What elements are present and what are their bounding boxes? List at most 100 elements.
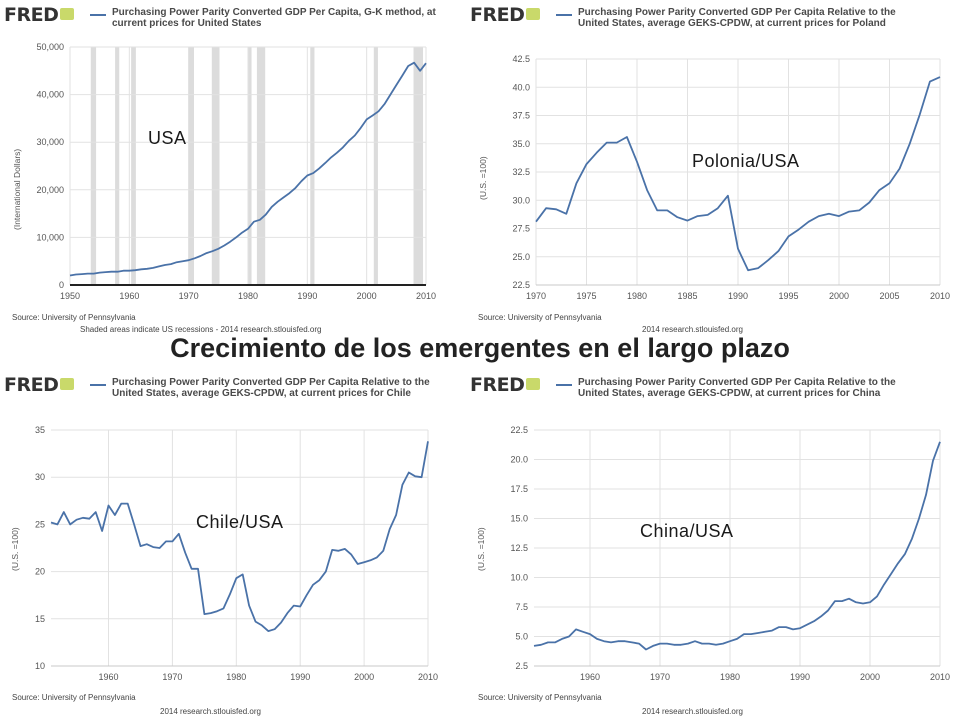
x-tick-label: 2010 bbox=[930, 672, 950, 682]
series-line bbox=[533, 441, 941, 651]
credit-note: Shaded areas indicate US recessions - 20… bbox=[80, 325, 322, 334]
y-tick-label: 15.0 bbox=[510, 514, 528, 524]
y-tick-label: 27.5 bbox=[512, 224, 530, 234]
x-tick-label: 2000 bbox=[357, 291, 377, 301]
y-tick-label: 40.0 bbox=[512, 82, 530, 92]
y-tick-label: 25 bbox=[35, 519, 45, 529]
y-tick-label: 7.5 bbox=[515, 602, 528, 612]
y-tick-label: 20 bbox=[35, 567, 45, 577]
page-title: Crecimiento de los emergentes en el larg… bbox=[170, 333, 790, 363]
x-tick-label: 2000 bbox=[829, 291, 849, 301]
chart-panel-china: 2.5 5.0 7.5 10.0 12.5 15.0 17.5 20.0 22.5 1960 197… bbox=[466, 370, 960, 720]
x-tick-label: 1950 bbox=[60, 291, 80, 301]
x-tick-label: 2010 bbox=[930, 291, 950, 301]
recession-band bbox=[310, 47, 315, 285]
y-tick-label: 0 bbox=[59, 280, 64, 290]
source-note: Source: University of Pennsylvania bbox=[12, 693, 136, 702]
x-tick-label: 1990 bbox=[790, 672, 810, 682]
y-tick-label: 25.0 bbox=[512, 252, 530, 262]
y-tick-label: 30,000 bbox=[36, 137, 64, 147]
x-tick-label: 1960 bbox=[98, 672, 118, 682]
y-tick-label: 50,000 bbox=[36, 42, 64, 52]
y-tick-label: 37.5 bbox=[512, 111, 530, 121]
x-tick-label: 2010 bbox=[418, 672, 438, 682]
source-note: Source: University of Pennsylvania bbox=[12, 313, 136, 322]
y-tick-label: 30 bbox=[35, 472, 45, 482]
y-axis-label: (U.S. =100) bbox=[476, 527, 486, 571]
y-axis-label: (International Dollars) bbox=[12, 148, 22, 230]
overlay-label: USA bbox=[148, 128, 187, 148]
y-tick-label: 17.5 bbox=[510, 484, 528, 494]
recession-band bbox=[373, 47, 378, 285]
chart-panel-usa: 0 10,000 20,000 30,000 40,000 50,000 1950 1960 1… bbox=[0, 0, 440, 338]
chart-title: Purchasing Power Parity Converted GDP Pe… bbox=[578, 7, 896, 29]
fred-spark-icon bbox=[60, 8, 75, 20]
chart-svg: 22.5 25.0 27.5 30.0 32.5 35.0 37.5 40.0 42.5 1970… bbox=[512, 54, 950, 301]
chart-title: Purchasing Power Parity Converted GDP Pe… bbox=[578, 377, 896, 399]
fred-spark-icon bbox=[60, 378, 75, 390]
legend-line-icon bbox=[90, 14, 106, 16]
recession-band bbox=[211, 47, 220, 285]
x-tick-label: 1975 bbox=[576, 291, 596, 301]
y-tick-label: 20,000 bbox=[36, 185, 64, 195]
source-note: Source: University of Pennsylvania bbox=[478, 313, 602, 322]
y-tick-label: 10.0 bbox=[510, 573, 528, 583]
legend-line-icon bbox=[90, 384, 106, 386]
y-tick-label: 10,000 bbox=[36, 232, 64, 242]
y-tick-label: 22.5 bbox=[510, 425, 528, 435]
overlay-label: China/USA bbox=[640, 521, 734, 541]
y-tick-label: 15 bbox=[35, 614, 45, 624]
x-tick-label: 1970 bbox=[650, 672, 670, 682]
chart-title: Purchasing Power Parity Converted GDP Pe… bbox=[112, 7, 436, 29]
y-tick-label: 5.0 bbox=[515, 632, 528, 642]
recession-band bbox=[413, 47, 424, 285]
y-axis-label: (U.S. =100) bbox=[10, 527, 20, 571]
y-tick-label: 32.5 bbox=[512, 167, 530, 177]
x-tick-label: 1970 bbox=[526, 291, 546, 301]
x-tick-label: 1990 bbox=[728, 291, 748, 301]
credit-note: 2014 research.stlouisfed.org bbox=[642, 325, 743, 334]
y-tick-label: 35.0 bbox=[512, 139, 530, 149]
fred-logo: FRED bbox=[4, 374, 75, 396]
y-tick-label: 30.0 bbox=[512, 195, 530, 205]
y-tick-label: 42.5 bbox=[512, 54, 530, 64]
x-tick-label: 1990 bbox=[297, 291, 317, 301]
recession-band bbox=[188, 47, 195, 285]
fred-logo: FRED bbox=[4, 4, 75, 26]
y-tick-label: 10 bbox=[35, 661, 45, 671]
y-axis-label: (U.S. =100) bbox=[478, 156, 488, 200]
y-tick-label: 35 bbox=[35, 425, 45, 435]
legend-line-icon bbox=[556, 14, 572, 16]
y-tick-label: 12.5 bbox=[510, 543, 528, 553]
recession-band bbox=[115, 47, 120, 285]
x-tick-label: 1960 bbox=[580, 672, 600, 682]
chart-title: Purchasing Power Parity Converted GDP Pe… bbox=[112, 377, 430, 399]
series-line bbox=[535, 76, 941, 272]
legend-line-icon bbox=[556, 384, 572, 386]
series-line bbox=[50, 441, 429, 633]
x-tick-label: 1995 bbox=[778, 291, 798, 301]
chart-panel-chile: 10 15 20 25 30 35 1960 1970 1980 1990 2000 2010 FRE… bbox=[0, 370, 440, 720]
recession-band bbox=[256, 47, 266, 285]
series-line bbox=[69, 61, 427, 277]
chart-panel-poland: 22.5 25.0 27.5 30.0 32.5 35.0 37.5 40.0 42.5 1970… bbox=[466, 0, 960, 338]
recession-band bbox=[248, 47, 252, 285]
chart-svg: 0 10,000 20,000 30,000 40,000 50,000 1950 1960 1… bbox=[36, 42, 436, 301]
recession-band bbox=[90, 47, 97, 285]
y-tick-label: 2.5 bbox=[515, 661, 528, 671]
chart-svg: 2.5 5.0 7.5 10.0 12.5 15.0 17.5 20.0 22.5 1960 197… bbox=[510, 425, 950, 682]
y-tick-label: 40,000 bbox=[36, 90, 64, 100]
x-tick-label: 1960 bbox=[119, 291, 139, 301]
overlay-label: Chile/USA bbox=[196, 512, 284, 532]
x-tick-label: 2005 bbox=[879, 291, 899, 301]
fred-spark-icon bbox=[526, 8, 541, 20]
x-tick-label: 2000 bbox=[860, 672, 880, 682]
x-tick-label: 1985 bbox=[677, 291, 697, 301]
fred-logo: FRED bbox=[470, 4, 541, 26]
x-tick-label: 1990 bbox=[290, 672, 310, 682]
chart-svg: 10 15 20 25 30 35 1960 1970 1980 1990 2000 2010 bbox=[35, 425, 438, 682]
fred-spark-icon bbox=[526, 378, 541, 390]
credit-note: 2014 research.stlouisfed.org bbox=[160, 707, 261, 716]
x-tick-label: 2010 bbox=[416, 291, 436, 301]
x-tick-label: 1980 bbox=[720, 672, 740, 682]
